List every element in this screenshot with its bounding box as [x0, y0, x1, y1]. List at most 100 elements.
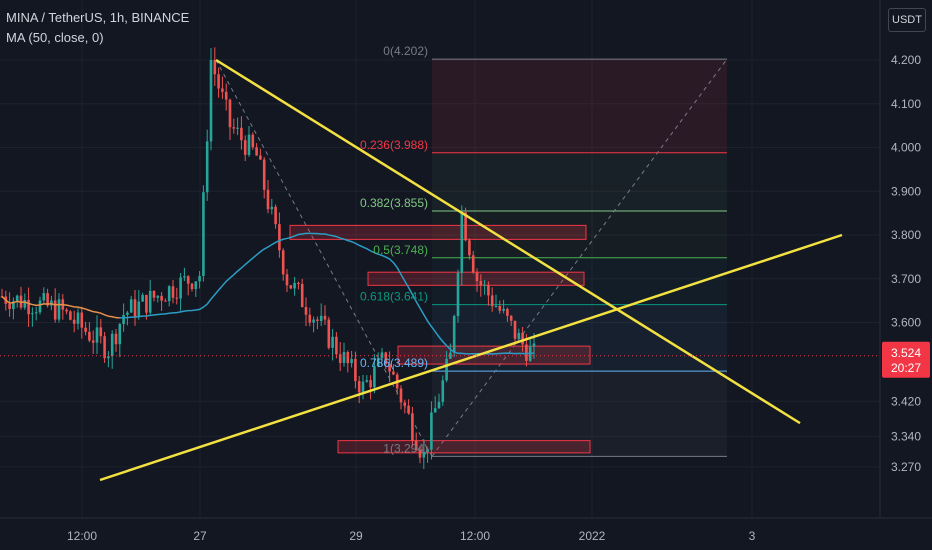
candle-body	[319, 315, 323, 321]
candle-body	[517, 332, 521, 339]
candle-body	[380, 352, 384, 359]
fib-level-label: 0.618(3.641)	[360, 290, 428, 304]
candle-body	[259, 155, 262, 160]
candle-body	[57, 299, 61, 320]
candle-body	[164, 300, 167, 302]
candle-body	[441, 380, 445, 402]
candle-body	[190, 283, 194, 290]
candle-body	[91, 340, 95, 343]
trendlines[interactable]	[0, 58, 880, 482]
candle-body	[376, 358, 380, 367]
candle-body	[346, 352, 350, 364]
candle-body	[468, 240, 471, 256]
supply-demand-zones[interactable]	[289, 224, 591, 454]
candle-body	[205, 141, 209, 193]
candle-body	[228, 99, 232, 128]
candle-body	[53, 300, 57, 320]
price-axis[interactable]: 4.200 4.100 4.000 3.900 3.800 3.700 3.600 3.420…	[879, 0, 921, 518]
candle-body	[114, 333, 118, 345]
candle-body	[297, 282, 300, 284]
time-tick-label: 3	[749, 529, 756, 543]
indicator-title[interactable]: MA (50, close, 0)	[6, 30, 104, 45]
candle-body	[34, 312, 38, 314]
time-axis[interactable]: 12:00 27 29 12:00 2022 3	[0, 517, 932, 543]
candle-body	[50, 300, 53, 306]
grid	[0, 0, 880, 518]
candle-body	[532, 343, 536, 347]
fib-level-label: 0.236(3.988)	[360, 138, 428, 152]
symbol-title[interactable]: MINA / TetherUS, 1h, BINANCE	[6, 10, 190, 25]
candle-body	[452, 316, 456, 353]
candle-body	[171, 286, 175, 298]
zone-box	[289, 224, 587, 240]
fib-retracement[interactable]	[215, 58, 728, 457]
candle-body	[483, 284, 486, 286]
price-tick-label: 3.340	[891, 429, 921, 443]
candle-body	[475, 272, 479, 282]
candle-body	[403, 402, 407, 406]
fib-labels: 0(4.202) 0.236(3.988) 0.382(3.855) 0.5(3.74…	[360, 44, 428, 455]
candle-body	[236, 127, 239, 129]
fib-level-label: 0.5(3.748)	[373, 243, 428, 257]
candle-body	[384, 352, 388, 365]
candle-body	[445, 358, 448, 381]
candle-body	[437, 401, 441, 409]
candle-body	[221, 88, 224, 92]
candle-body	[365, 380, 369, 382]
candle-body	[498, 306, 502, 311]
price-tick-label: 4.100	[891, 97, 921, 111]
fib-level-label: 0.382(3.855)	[360, 196, 428, 210]
price-tick-label: 4.200	[891, 53, 921, 67]
candle-body	[110, 333, 114, 357]
candle-body	[194, 281, 198, 290]
candle-body	[300, 283, 304, 308]
ma-line	[119, 232, 535, 355]
fib-level-label: 1(3.294)	[383, 441, 428, 455]
candle-body	[464, 212, 467, 241]
candle-body	[202, 192, 205, 276]
candle-body	[217, 74, 220, 89]
fib-trend-line	[431, 58, 728, 457]
descending-trendline	[215, 58, 801, 425]
candle-body	[65, 309, 68, 312]
candle-body	[418, 450, 422, 458]
candle-body	[411, 413, 414, 441]
price-tick-label: 3.270	[891, 460, 921, 474]
candle-body	[69, 311, 72, 320]
candles	[0, 47, 536, 470]
candle-body	[487, 284, 490, 296]
candle-body	[12, 301, 15, 310]
candle-body	[509, 315, 513, 321]
candle-body	[357, 381, 361, 393]
fib-level-label: 0.786(3.489)	[360, 356, 428, 370]
candle-body	[274, 206, 277, 225]
bar-countdown: 20:27	[891, 361, 921, 375]
candle-body	[289, 285, 293, 289]
time-tick-label: 29	[349, 529, 363, 543]
candle-body	[137, 301, 141, 317]
candle-body	[369, 380, 372, 388]
candle-body	[126, 312, 129, 315]
candle-body	[373, 366, 376, 388]
candle-body	[8, 303, 11, 310]
candle-body	[262, 159, 266, 190]
candle-body	[198, 275, 201, 282]
candle-body	[107, 356, 110, 359]
candle-body	[312, 319, 315, 323]
candle-body	[331, 336, 334, 348]
candle-body	[95, 327, 99, 343]
candle-body	[23, 299, 27, 308]
candle-body	[84, 327, 87, 332]
currency-button[interactable]: USDT	[888, 8, 926, 32]
candle-body	[471, 255, 475, 273]
candle-body	[350, 358, 353, 364]
price-tick-label: 3.800	[891, 228, 921, 242]
fib-band	[432, 304, 727, 372]
candle-body	[76, 312, 80, 324]
candle-body	[502, 308, 505, 311]
candle-body	[354, 358, 357, 382]
candle-body	[281, 250, 285, 275]
